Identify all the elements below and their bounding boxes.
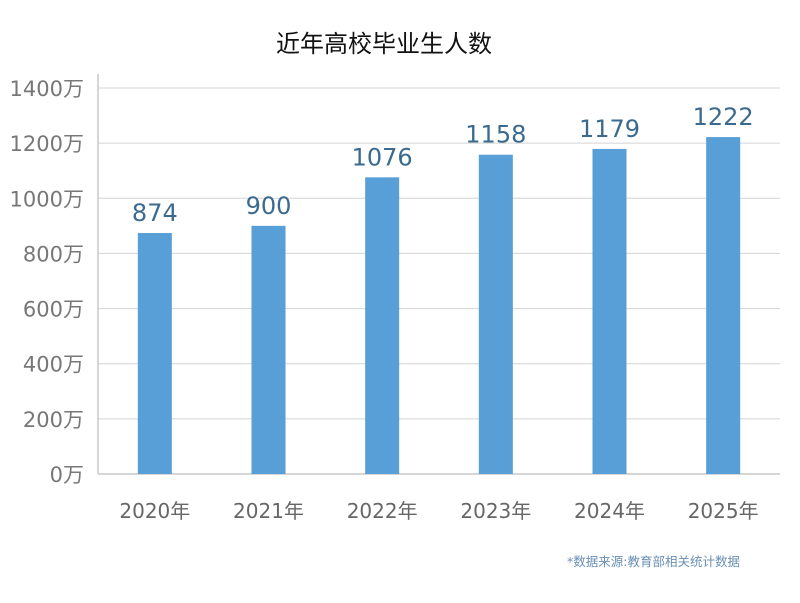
y-tick-label: 0万 — [50, 463, 84, 487]
y-tick-label: 200万 — [23, 408, 84, 432]
y-tick-label: 1200万 — [10, 132, 84, 156]
x-tick-label: 2025年 — [688, 499, 759, 523]
bar — [137, 233, 172, 474]
y-tick-label: 600万 — [23, 298, 84, 322]
data-labels: 874 900 1076 1158 1179 1222 — [132, 103, 754, 227]
chart-title: 近年高校毕业生人数 — [276, 30, 492, 58]
data-label: 874 — [132, 199, 178, 227]
data-label: 1222 — [693, 103, 754, 131]
gridlines — [98, 87, 780, 420]
data-label: 1179 — [579, 115, 640, 143]
y-tick-label: 400万 — [23, 353, 84, 377]
x-tick-label: 2020年 — [119, 499, 190, 523]
y-tick-label: 800万 — [23, 242, 84, 266]
x-axis-ticks: 2020年 2021年 2022年 2023年 2024年 2025年 — [119, 499, 758, 523]
bars — [137, 137, 741, 475]
bar — [251, 225, 286, 474]
bar — [478, 154, 513, 475]
y-axis-ticks: 0万 200万 400万 600万 800万 1000万 1200万 1400万 — [10, 77, 84, 487]
y-tick-label: 1000万 — [10, 187, 84, 211]
bar — [706, 137, 741, 474]
x-tick-label: 2023年 — [460, 499, 531, 523]
data-label: 1076 — [352, 143, 413, 171]
data-label: 1158 — [465, 121, 526, 149]
bar — [592, 148, 627, 474]
x-tick-label: 2024年 — [574, 499, 645, 523]
source-note: *数据来源:教育部相关统计数据 — [567, 554, 740, 569]
bar — [365, 177, 400, 474]
y-tick-label: 1400万 — [10, 77, 84, 101]
x-tick-label: 2022年 — [347, 499, 418, 523]
x-tick-label: 2021年 — [233, 499, 304, 523]
data-label: 900 — [246, 192, 292, 220]
